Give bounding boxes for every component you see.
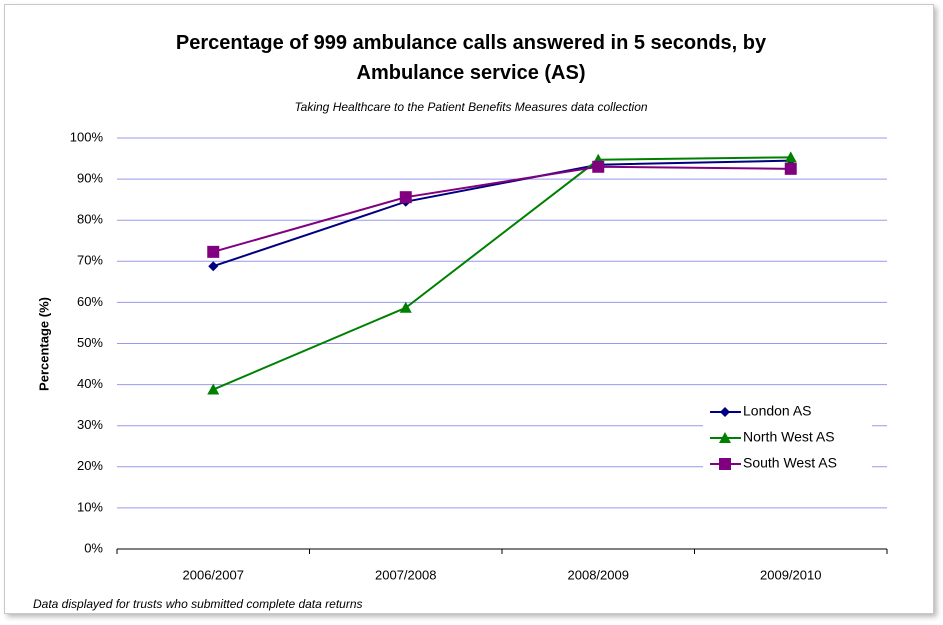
x-tick-label: 2006/2007 [183,567,244,582]
marker [208,261,219,272]
marker [592,160,605,173]
marker [784,162,797,175]
legend-label: London AS [743,403,812,419]
y-tick-label: 40% [77,376,103,391]
marker [719,458,731,470]
y-tick-label: 30% [77,417,103,432]
marker [784,151,797,163]
y-tick-label: 80% [77,212,103,227]
x-tick-label: 2008/2009 [568,567,629,582]
chart-title: Percentage of 999 ambulance calls answer… [175,32,767,84]
y-tick-label: 10% [77,499,103,514]
marker [207,383,220,395]
y-tick-label: 20% [77,458,103,473]
y-tick-label: 50% [77,335,103,350]
y-tick-label: 70% [77,253,103,268]
marker [207,245,220,258]
y-tick-label: 0% [84,540,103,555]
x-tick-label: 2009/2010 [760,567,821,582]
series-line [212,156,791,391]
chart-frame [4,4,934,614]
series-line [212,165,791,253]
marker [719,432,731,443]
y-tick-label: 100% [70,129,104,144]
footnote: Data displayed for trusts who submitted … [33,597,363,611]
y-tick-label: 60% [77,294,103,309]
legend-label: North West AS [743,429,835,445]
series-line [212,159,791,268]
y-axis-label: Percentage (%) [36,297,51,391]
legend-label: South West AS [743,455,837,471]
marker [720,407,730,417]
x-tick-label: 2007/2008 [375,567,436,582]
marker [399,301,412,313]
y-tick-label: 90% [77,171,103,186]
chart-subtitle: Taking Healthcare to the Patient Benefit… [294,100,647,114]
marker [399,191,412,204]
